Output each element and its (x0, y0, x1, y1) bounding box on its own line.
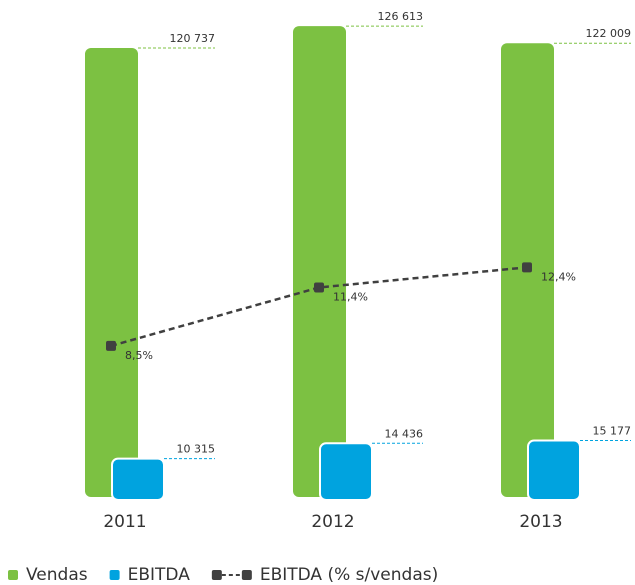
x-tick-label: 2013 (519, 512, 562, 532)
value-label: 14 436 (385, 427, 424, 440)
value-label: 122 009 (586, 27, 632, 40)
bar (85, 47, 138, 497)
x-tick-label: 2011 (103, 512, 146, 532)
legend-swatch (8, 570, 18, 580)
bar (319, 442, 373, 501)
value-label: 126 613 (378, 10, 424, 23)
value-label: 8,5% (125, 349, 153, 362)
bar (293, 26, 346, 497)
line (110, 266, 528, 348)
legend-swatch (109, 570, 120, 580)
legend-swatch (241, 570, 252, 580)
value-label: 12,4% (541, 270, 576, 283)
legend-label: Vendas (26, 565, 88, 585)
line-marker (522, 262, 532, 273)
value-label: 11,4% (333, 290, 368, 303)
bar (111, 457, 165, 502)
line-marker (314, 282, 324, 293)
value-label: 10 315 (177, 443, 216, 456)
bar (527, 439, 581, 501)
legend-label: EBITDA (% s/vendas) (260, 565, 438, 585)
legend-swatch (211, 570, 222, 580)
value-label: 120 737 (170, 32, 216, 45)
legend-label: EBITDA (128, 565, 191, 585)
value-label: 15 177 (593, 425, 632, 438)
line-marker (106, 340, 116, 351)
x-tick-label: 2012 (311, 512, 354, 532)
